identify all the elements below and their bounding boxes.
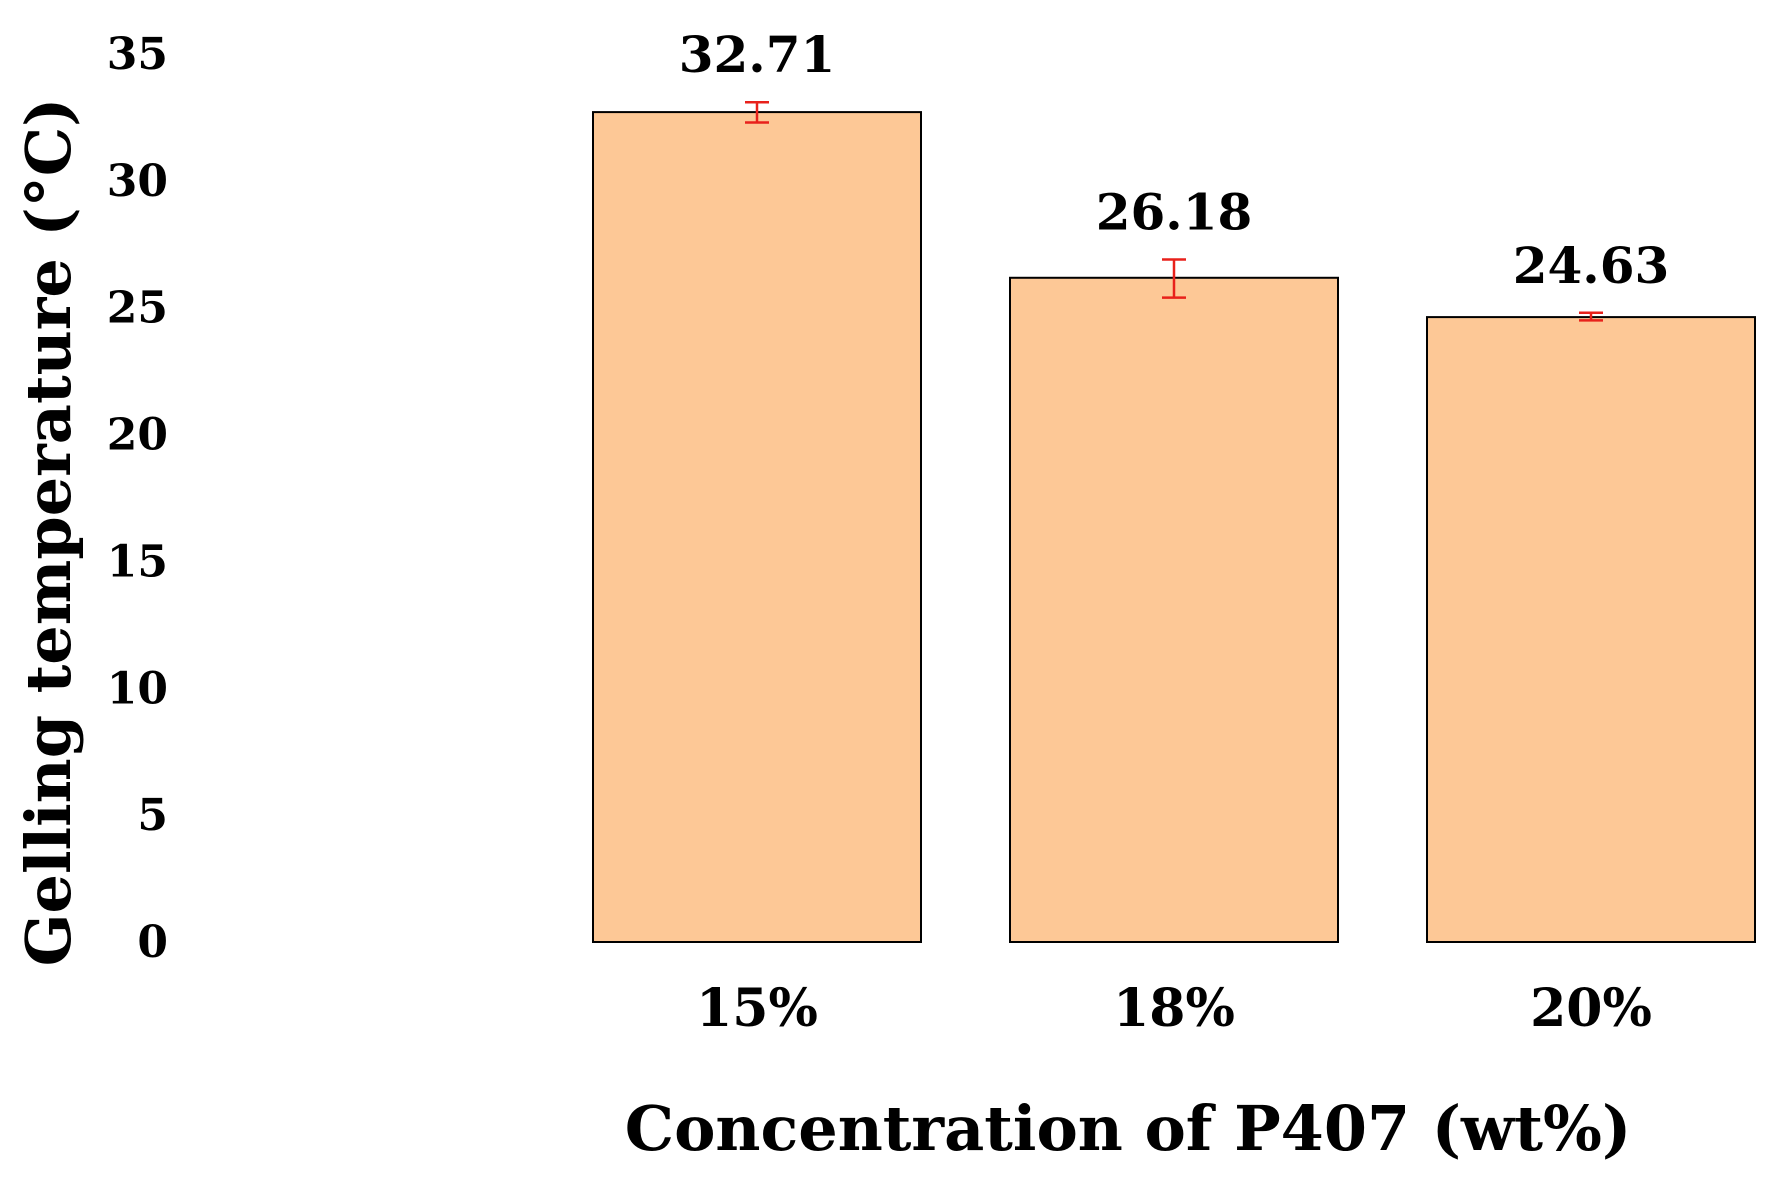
y-tick-label: 15: [107, 536, 168, 587]
data-label: 26.18: [1096, 183, 1253, 242]
y-tick-label: 35: [107, 29, 168, 80]
data-label: 24.63: [1513, 236, 1670, 295]
x-axis-title: Concentration of P407 (wt%): [625, 1092, 1632, 1165]
bar-18pct: [1009, 276, 1339, 943]
x-axis-categories: 15% 18% 20%: [696, 978, 1652, 1039]
y-tick-label: 10: [107, 663, 168, 714]
y-tick-label: 25: [107, 283, 168, 334]
bar-15pct: [592, 111, 922, 943]
y-axis-title: Gelling temperature (°C): [12, 98, 85, 967]
x-tick-label: 18%: [1113, 978, 1235, 1039]
bar-20pct: [1426, 316, 1756, 944]
y-axis-ticks: 0 5 10 15 20 25 30 35: [107, 29, 168, 968]
error-bars: [745, 100, 1603, 322]
error-bar: [745, 100, 769, 124]
y-tick-label: 0: [137, 917, 168, 968]
error-bar: [1162, 258, 1186, 299]
x-tick-label: 15%: [696, 978, 818, 1039]
x-tick-label: 20%: [1530, 978, 1652, 1039]
error-bar: [1579, 311, 1603, 322]
y-tick-label: 30: [107, 156, 168, 207]
data-label: 32.71: [679, 25, 836, 84]
y-tick-label: 20: [107, 410, 168, 461]
y-tick-label: 5: [137, 790, 168, 841]
data-labels: 32.71 26.18 24.63: [679, 25, 1670, 295]
